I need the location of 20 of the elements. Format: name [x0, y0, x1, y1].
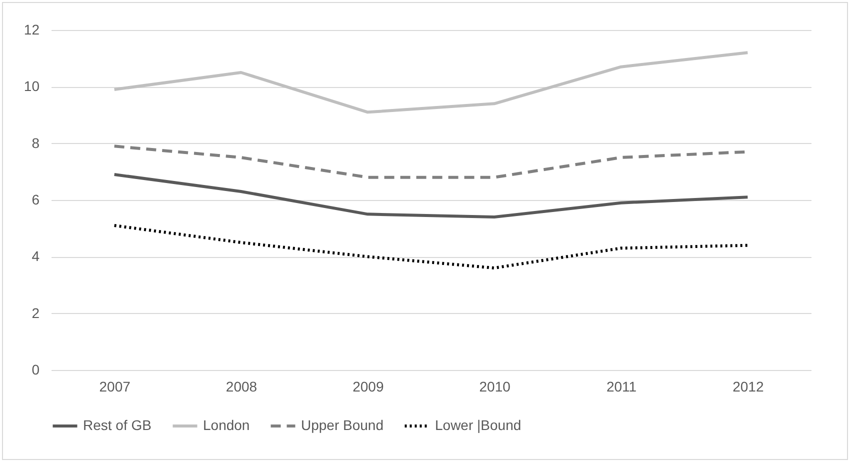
- x-tick-label: 2009: [352, 378, 384, 394]
- y-tick-label: 2: [32, 304, 40, 321]
- y-tick-label: 10: [24, 78, 40, 94]
- x-tick-label: 2010: [479, 378, 511, 394]
- y-tick-label: 6: [32, 192, 40, 208]
- legend-label: London: [203, 417, 250, 433]
- x-tick-label: 2008: [226, 378, 258, 394]
- line-series: [112, 224, 750, 270]
- legend-label: Lower |Bound: [435, 417, 522, 433]
- y-tick-label: 12: [24, 22, 40, 38]
- x-tick-label: 2012: [732, 378, 764, 394]
- line-series: [112, 51, 750, 114]
- y-tick-label: 0: [32, 362, 40, 378]
- y-tick-label: 4: [32, 248, 40, 264]
- legend-label: Rest of GB: [83, 417, 152, 433]
- y-tick-label: 8: [32, 134, 40, 151]
- x-tick-label: 2007: [99, 378, 131, 394]
- line-series: [112, 173, 750, 218]
- legend-label: Upper Bound: [301, 417, 384, 433]
- x-tick-label: 2011: [606, 378, 637, 394]
